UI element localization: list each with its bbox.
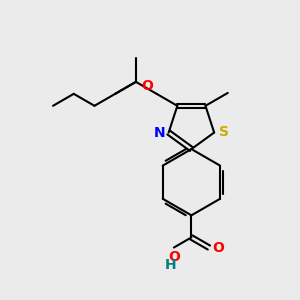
Text: O: O (141, 79, 153, 93)
Text: O: O (168, 250, 180, 264)
Text: S: S (219, 124, 229, 139)
Text: H: H (164, 258, 176, 272)
Text: N: N (153, 125, 165, 140)
Text: O: O (213, 241, 224, 254)
